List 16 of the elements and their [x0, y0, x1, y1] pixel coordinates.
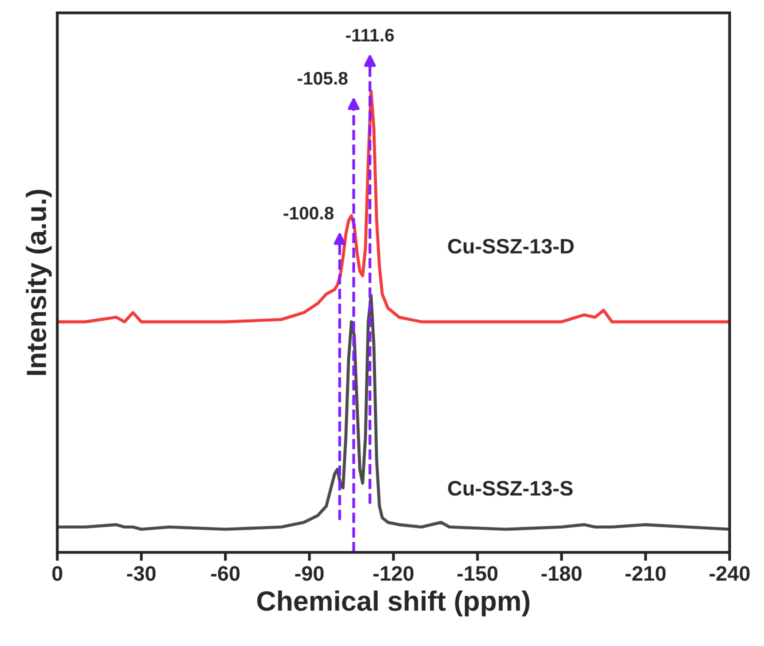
x-tick-label: 0 — [52, 566, 62, 581]
y-axis-title: Intensity (a.u.) — [26, 190, 52, 375]
text: Cu-SSZ-13-D — [448, 238, 574, 254]
ref-line-label: -111.6 — [346, 28, 394, 42]
ref-line-label: -100.8 — [284, 206, 334, 220]
x-tick-label: -150 — [457, 566, 498, 581]
x-tick-label: -60 — [211, 566, 240, 581]
x-tick-label: -120 — [373, 566, 414, 581]
x-tick-label: -210 — [626, 566, 666, 581]
x-axis-title: Chemical shift (ppm) — [257, 590, 530, 616]
series-label: Cu-SSZ-13-S — [448, 480, 573, 496]
ref-line-label: -105.8 — [298, 72, 348, 85]
x-tick-label: -30 — [127, 566, 156, 581]
x-tick-label: -180 — [542, 566, 582, 581]
x-tick-label: -240 — [710, 566, 750, 581]
x-tick-label: -90 — [295, 566, 324, 581]
